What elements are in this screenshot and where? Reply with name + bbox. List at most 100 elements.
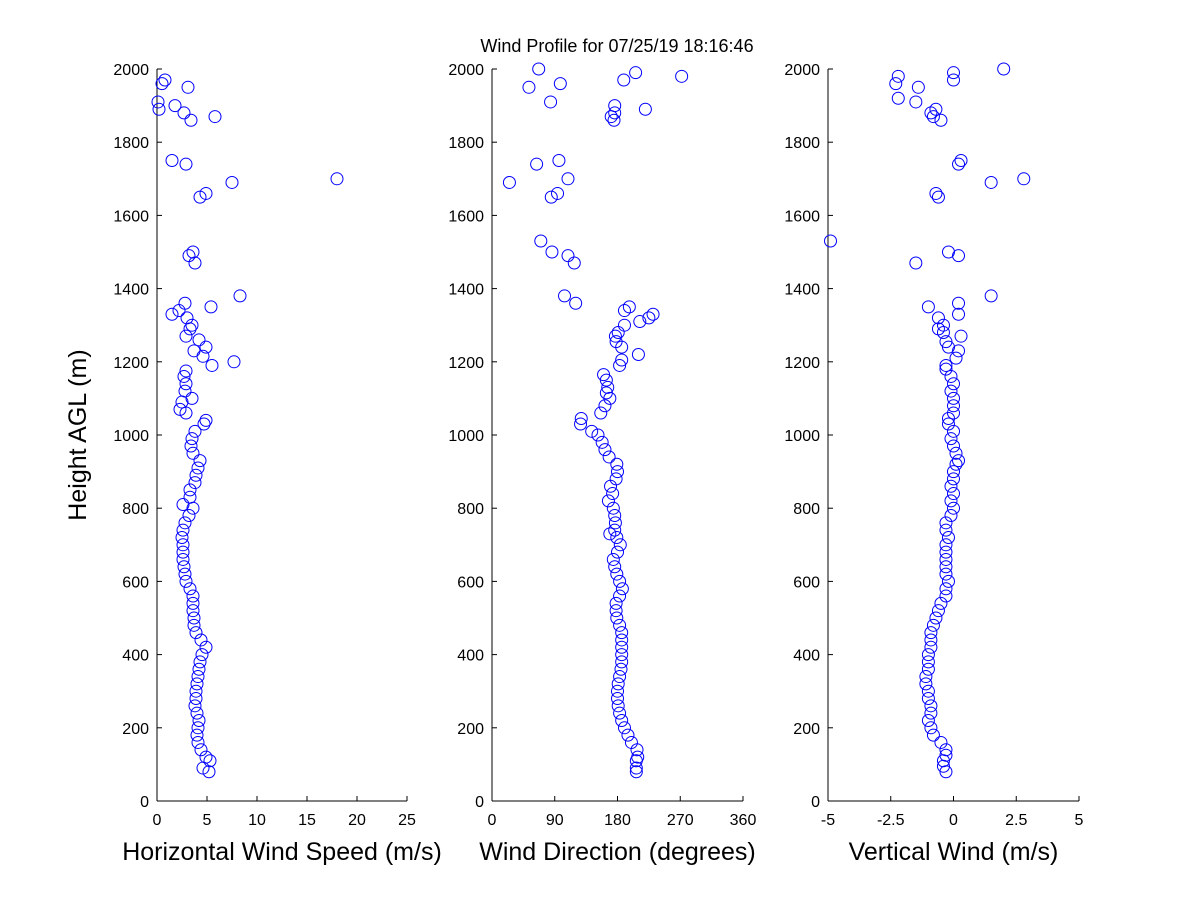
y-tick-label: 1200 — [784, 355, 820, 372]
y-tick-label: 1800 — [448, 135, 484, 152]
y-tick-label: 1400 — [448, 282, 484, 299]
data-point — [610, 457, 624, 471]
y-tick-label: 1600 — [448, 208, 484, 225]
data-point — [199, 413, 213, 427]
data-point — [199, 750, 213, 764]
y-tick-label: 1200 — [113, 355, 149, 372]
data-point — [947, 439, 960, 453]
data-point — [607, 113, 621, 127]
data-point — [177, 560, 191, 574]
data-point — [924, 626, 938, 640]
data-point — [675, 69, 689, 83]
data-point — [631, 347, 645, 361]
data-point — [622, 300, 636, 314]
data-point — [941, 574, 955, 588]
data-point — [947, 73, 960, 87]
data-point — [185, 318, 199, 332]
data-point — [926, 728, 940, 742]
data-point — [924, 640, 938, 654]
data-point — [197, 417, 211, 431]
data-point — [606, 487, 620, 501]
data-point — [936, 318, 950, 332]
data-point — [185, 391, 199, 405]
data-point — [190, 706, 204, 720]
data-point — [609, 335, 623, 349]
data-point — [939, 523, 953, 537]
data-point — [574, 417, 588, 431]
x-tick-label: 20 — [348, 812, 366, 829]
data-point — [891, 91, 905, 105]
data-point — [924, 721, 938, 735]
y-tick-label: 1000 — [448, 428, 484, 445]
data-point — [941, 245, 955, 259]
data-point — [947, 391, 960, 405]
data-point — [824, 234, 838, 248]
data-point — [188, 699, 202, 713]
data-point — [187, 344, 201, 358]
data-point — [610, 567, 624, 581]
y-tick-label: 2000 — [448, 62, 484, 79]
data-point — [184, 113, 198, 127]
x-tick-label: 180 — [604, 812, 631, 829]
x-tick-label: 90 — [546, 812, 564, 829]
data-point — [552, 154, 566, 167]
data-point — [944, 432, 958, 446]
horizontal-wind-speed-panel: 0 200 400 600 800 1000 1200 1400 1600 1800 2000 0 5 1… — [64, 62, 442, 866]
data-point — [191, 721, 205, 735]
data-point — [187, 611, 201, 625]
data-point — [192, 662, 206, 676]
vertical-wind-panel: 0 200 400 600 800 1000 1200 1400 1600 1800 2000 -5 -… — [784, 62, 1083, 866]
data-point — [199, 186, 213, 200]
data-point — [926, 618, 940, 632]
data-point — [604, 110, 618, 124]
data-point — [919, 670, 933, 684]
data-point — [934, 596, 948, 610]
data-point — [177, 106, 191, 120]
data-point — [939, 748, 953, 762]
y-tick-label: 0 — [811, 794, 820, 811]
data-point — [929, 186, 943, 200]
data-point — [606, 501, 620, 515]
data-point — [608, 509, 622, 523]
data-point — [595, 435, 609, 449]
data-point — [611, 545, 624, 559]
data-point — [610, 530, 624, 544]
data-point — [176, 552, 190, 566]
data-point — [532, 62, 546, 76]
data-point — [176, 523, 190, 537]
data-point — [947, 472, 960, 486]
data-point — [941, 530, 955, 544]
y-tick-label: 200 — [793, 721, 820, 738]
data-point — [189, 692, 203, 706]
y-tick-label: 1600 — [784, 208, 820, 225]
data-point — [624, 735, 638, 749]
data-point — [530, 157, 544, 171]
data-point — [629, 765, 643, 779]
data-point — [921, 648, 935, 662]
data-point — [609, 472, 623, 486]
data-point — [188, 424, 202, 438]
y-tick-label: 400 — [793, 648, 820, 665]
data-point — [939, 545, 953, 559]
data-point — [176, 545, 190, 559]
x-tick-label: 2.5 — [1005, 812, 1027, 829]
data-point — [947, 465, 960, 479]
data-point — [203, 754, 217, 768]
y-tick-label: 400 — [457, 648, 484, 665]
data-point — [199, 340, 213, 354]
data-point — [939, 516, 953, 530]
data-point — [939, 589, 953, 603]
data-point — [177, 369, 191, 383]
y-tick-label: 800 — [122, 501, 149, 518]
data-point — [929, 102, 943, 116]
data-point — [178, 516, 192, 530]
data-point — [629, 761, 643, 775]
data-point — [330, 172, 344, 186]
data-point — [909, 256, 923, 270]
y-tick-label: 1000 — [113, 428, 149, 445]
data-point — [189, 468, 203, 482]
data-point — [921, 655, 935, 669]
data-point — [193, 655, 207, 669]
data-point — [598, 443, 612, 457]
data-point — [179, 574, 193, 588]
